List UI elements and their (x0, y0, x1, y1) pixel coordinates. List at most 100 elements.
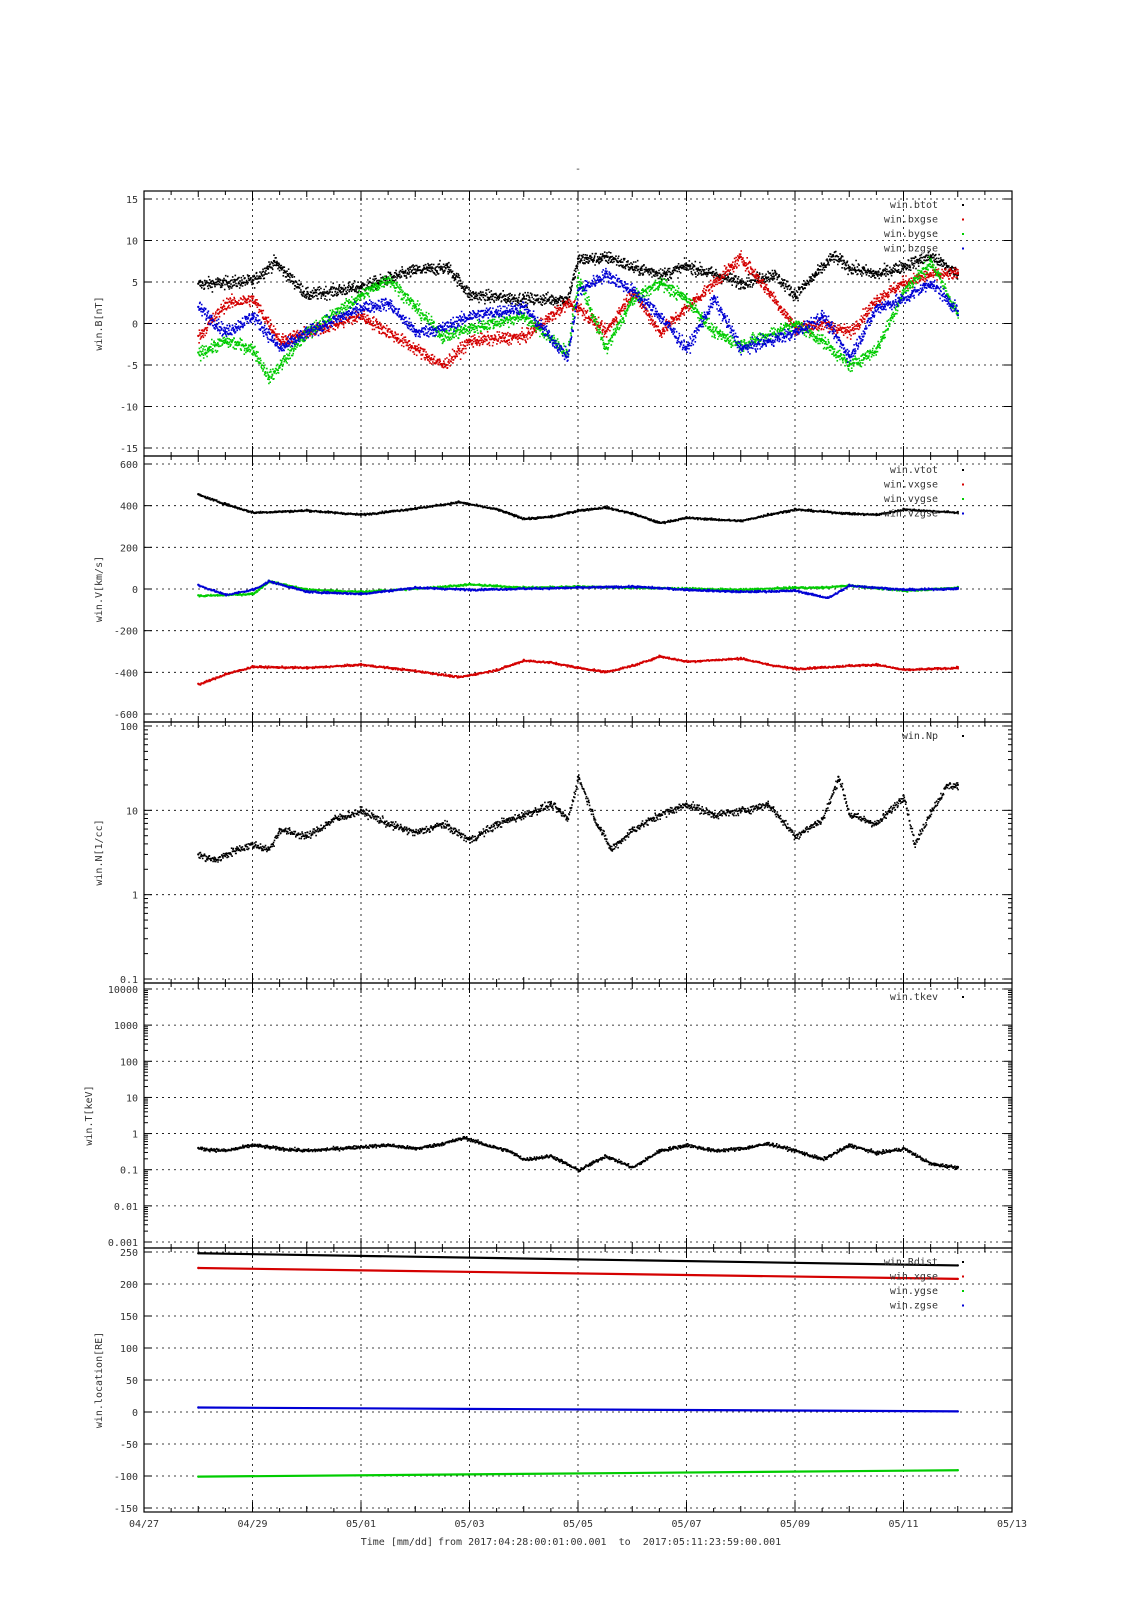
y-tick-label: 10 (126, 237, 138, 248)
series-win-Np (197, 774, 959, 863)
x-axis-range-text: from 2017:04:28:00:01:00.001 to 2017:05:… (438, 1537, 781, 1548)
legend-entry-label: win.ygse (890, 1286, 938, 1297)
y-axis-label: win.location[RE] (94, 1332, 105, 1428)
y-tick-label: -150 (114, 1504, 138, 1515)
y-tick-label: 150 (120, 1312, 138, 1323)
data-point (522, 314, 525, 317)
legend-marker (962, 469, 964, 471)
series-scatter-trace (198, 250, 960, 369)
data-point (739, 347, 742, 350)
series-win-bzgse (197, 267, 960, 364)
series-line (198, 1252, 958, 1267)
x-axis-label: Time [mm/dd] (361, 1537, 433, 1548)
series-line (198, 1406, 958, 1413)
data-point (603, 272, 607, 275)
legend: win.Np (902, 731, 964, 742)
legend-marker (962, 204, 964, 206)
y-tick-label: 0.001 (108, 1238, 138, 1249)
legend-entry-label: win.btot (890, 200, 938, 211)
series-scatter-trace (198, 580, 959, 599)
legend-marker (962, 218, 964, 221)
y-tick-label: 250 (120, 1248, 138, 1259)
legend-marker (962, 996, 964, 998)
x-tick-label: 04/29 (237, 1519, 267, 1530)
x-tick-label: 05/01 (346, 1519, 376, 1530)
series-win-zgse (197, 1406, 959, 1413)
data-point (956, 783, 959, 787)
data-point (820, 314, 824, 317)
y-tick-label: 0.01 (114, 1202, 138, 1213)
legend-marker (962, 498, 964, 500)
series-line (198, 1266, 958, 1280)
legend-entry-label: win.vygse (884, 494, 938, 505)
legend: win.tkev (890, 992, 964, 1003)
series-win-vtot (197, 493, 959, 525)
y-tick-label: 100 (120, 1057, 138, 1068)
footer: Time [mm/dd] from 2017:04:28:00:01:00.00… (361, 1537, 781, 1548)
data-point (576, 276, 580, 280)
legend-entry-label: win.zgse (890, 1301, 938, 1312)
y-tick-label: -15 (120, 444, 138, 455)
y-tick-label: 0 (132, 1408, 138, 1419)
y-tick-label: -200 (114, 627, 138, 638)
legend: win.Rdist win.xgse win.ygse win.zgse (884, 1257, 964, 1312)
series-win-xgse (197, 1266, 959, 1281)
data-point (197, 853, 200, 856)
y-tick-label: 5 (132, 278, 138, 289)
series-win-ygse (197, 1469, 959, 1478)
series-scatter-trace (198, 250, 960, 308)
legend-entry-label: win.bxgse (884, 215, 938, 226)
legend-marker (962, 233, 964, 235)
y-tick-label: 100 (120, 722, 138, 733)
y-tick-label: -50 (120, 1440, 138, 1451)
legend-entry-label: win.bygse (884, 229, 938, 240)
y-tick-label: 0 (132, 320, 138, 331)
y-tick-label: 0.1 (120, 975, 138, 986)
legend-marker (962, 483, 964, 486)
panel-2: -600 -400 -200 0 200 400 600 win.V[km/s] win.vto… (94, 455, 1013, 723)
x-tick-label: 05/07 (671, 1519, 701, 1530)
panel-5: -150 -100 -50 0 50 100 150 200 250 win.location[R… (94, 1247, 1027, 1530)
series-win-Rdist (197, 1252, 959, 1267)
panels: -15-10-5051015win.B[nT]win.btotwin.bxgse… (84, 190, 1027, 1530)
y-tick-label: 0.1 (120, 1166, 138, 1177)
legend-marker (962, 735, 964, 737)
panel-1: -15 -10 -5 0 5 10 15 win.B[nT] win.btot win.bxgse… (94, 190, 1013, 457)
x-tick-label: 05/13 (997, 1519, 1027, 1530)
figure-title: - (575, 164, 581, 175)
y-axis-label: win.B[nT] (94, 296, 105, 350)
y-tick-label: 1000 (114, 1021, 138, 1032)
series-win-vxgse (197, 654, 959, 686)
data-point (766, 802, 770, 805)
data-point (197, 282, 200, 285)
series-scatter-trace (198, 1136, 959, 1173)
x-tick-label: 05/09 (780, 1519, 810, 1530)
legend: win.vtot win.vxgse win.vygse win.vzgse (884, 465, 964, 520)
x-tick-label: 05/05 (563, 1519, 593, 1530)
series-win-tkev (197, 1135, 959, 1173)
panel-3: 0.1 1 10 100 win.N[1/cc] win.Np (94, 721, 1013, 986)
legend-marker (962, 1261, 964, 1263)
y-tick-label: -400 (114, 668, 138, 679)
y-tick-label: 1 (132, 1130, 138, 1141)
series-scatter-trace (198, 256, 960, 385)
y-axis-label: win.N[1/cc] (94, 819, 105, 885)
legend-marker (962, 247, 964, 250)
legend-marker (962, 512, 964, 515)
series-line (198, 1469, 958, 1478)
legend-entry-label: win.Rdist (884, 1257, 938, 1268)
legend-entry-label: win.tkev (890, 992, 938, 1003)
data-point (929, 280, 932, 284)
y-tick-label: 10 (126, 1093, 138, 1104)
x-tick-label: 05/11 (888, 1519, 918, 1530)
x-tick-label: 04/27 (129, 1519, 159, 1530)
y-tick-label: 10 (126, 806, 138, 817)
legend: win.btot win.bxgse win.bygse win.bzgse (884, 200, 964, 255)
legend-marker (962, 1290, 964, 1292)
y-tick-label: 100 (120, 1344, 138, 1355)
y-tick-label: 600 (120, 460, 138, 471)
legend-marker (962, 1304, 964, 1307)
y-tick-label: 200 (120, 543, 138, 554)
data-point (902, 794, 905, 797)
